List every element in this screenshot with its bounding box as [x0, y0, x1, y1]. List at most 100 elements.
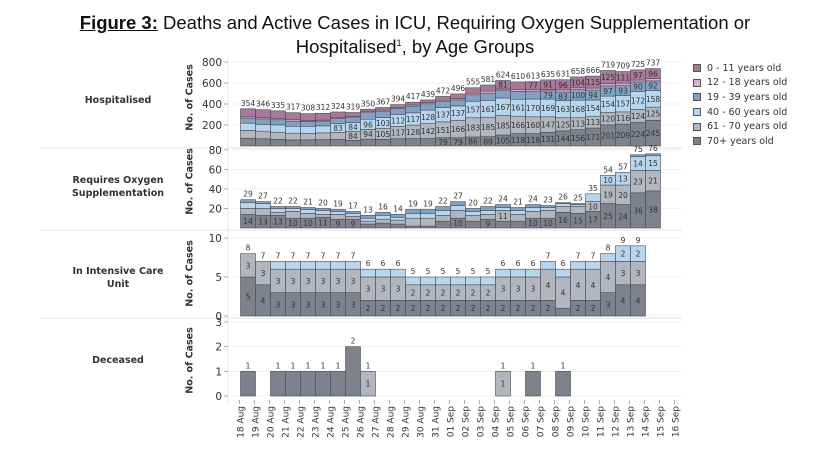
segment-label: 10 [528, 219, 538, 228]
bar-segment [465, 220, 481, 229]
bar-total-label: 6 [366, 259, 371, 268]
segment-label: 2 [426, 304, 431, 313]
bar-total-label: 7 [351, 251, 356, 260]
segment-label: 2 [591, 304, 596, 313]
bar-total-label: 5 [411, 267, 416, 276]
bar-total-label: 22 [483, 197, 493, 206]
x-tick-label: 13 Sep [627, 406, 637, 438]
segment-label: 2 [576, 304, 581, 313]
segment-label: 115 [586, 78, 601, 87]
segment-label: 161 [511, 104, 526, 113]
x-tick-label: 01 Sep [447, 406, 457, 438]
legend-item: 12 - 18 years old [693, 76, 787, 91]
segment-label: 2 [621, 250, 626, 259]
bar-segment [510, 207, 526, 211]
bar-segment [285, 208, 301, 212]
segment-label: 147 [541, 121, 556, 130]
bar-total-label: 725 [631, 60, 646, 69]
y-tick-label: 400 [202, 99, 222, 111]
segment-label: 96 [648, 70, 658, 79]
bar-segment [270, 208, 286, 213]
segment-label: 201 [601, 131, 616, 140]
bar-segment [345, 261, 361, 270]
bar-segment [480, 210, 496, 215]
segment-label: 77 [528, 82, 538, 91]
bar-total-label: 21 [303, 197, 313, 206]
segment-label: 3 [351, 277, 356, 286]
figure-title-rest: , by Age Groups [401, 36, 535, 58]
bar-segment [450, 201, 466, 206]
bar-segment [345, 346, 361, 397]
bar-segment [330, 214, 346, 220]
bar-segment [420, 217, 436, 227]
y-axis-label-oxygen: No. of Cases [184, 148, 196, 215]
bar-total-label: 1 [321, 361, 326, 370]
bar-total-label: 7 [576, 251, 581, 260]
bar-total-label: 737 [646, 59, 661, 68]
bar-segment [270, 131, 286, 140]
bar-total-label: 5 [486, 267, 491, 276]
x-tick-label: 08 Sep [552, 406, 562, 438]
bar-segment [240, 122, 256, 131]
x-tick-label: 14 Sep [642, 406, 652, 438]
segment-label: 1 [366, 380, 371, 389]
segment-label: 2 [456, 304, 461, 313]
y-tick-label: 800 [202, 57, 222, 69]
segment-label: 91 [543, 81, 553, 90]
bar-total-label: 8 [246, 244, 251, 253]
segment-label: 125 [556, 120, 571, 129]
bar-total-label: 13 [363, 205, 373, 214]
segment-label: 3 [321, 300, 326, 309]
bar-segment [285, 112, 301, 121]
bar-total-label: 417 [406, 92, 421, 101]
bar-segment [300, 139, 316, 147]
segment-label: 97 [603, 87, 613, 96]
bar-segment [375, 218, 391, 224]
bar-total-label: 20 [468, 198, 478, 207]
segment-label: 144 [556, 134, 571, 143]
bar-total-label: 19 [408, 199, 418, 208]
segment-label: 2 [456, 289, 461, 298]
bar-segment [540, 205, 556, 208]
bar-segment [240, 117, 256, 124]
legend-swatch [693, 108, 701, 117]
bar-segment [315, 120, 331, 127]
legend-label: 70+ years old [707, 135, 774, 147]
segment-label: 2 [516, 304, 521, 313]
x-tick-label: 16 Sep [672, 406, 682, 438]
bar-total-label: 6 [516, 259, 521, 268]
y-tick-label: 2 [215, 342, 222, 354]
row-label-oxygen: Requires Oxygen Supplementation [71, 175, 165, 199]
bar-segment [300, 125, 316, 134]
bar-total-label: 23 [543, 196, 553, 205]
bar-total-label: 1 [246, 361, 251, 370]
bar-segment [510, 220, 526, 229]
bar-total-label: 19 [423, 199, 433, 208]
bar-segment [525, 211, 541, 219]
bar-segment [300, 113, 316, 121]
segment-label: 154 [586, 104, 601, 113]
bar-segment [375, 222, 391, 229]
bar-segment [360, 268, 376, 278]
bar-segment [315, 208, 331, 211]
bar-segment [645, 153, 661, 157]
bar-segment [240, 202, 256, 209]
legend-label: 0 - 11 years old [707, 62, 782, 74]
x-tick-label: 20 Aug [267, 406, 277, 438]
bar-segment [255, 124, 271, 132]
bar-segment [360, 220, 376, 225]
bar-segment [465, 87, 481, 94]
bar-total-label: 76 [648, 144, 658, 153]
bar-segment [390, 216, 406, 221]
bar-segment [555, 89, 571, 93]
segment-label: 38 [648, 205, 658, 214]
x-tick-label: 03 Sep [477, 406, 487, 438]
segment-label: 128 [421, 113, 436, 122]
segment-label: 11 [318, 219, 328, 228]
segment-label: 137 [451, 109, 466, 118]
bar-segment [390, 104, 406, 108]
bar-segment [285, 125, 301, 134]
bar-segment [240, 371, 256, 397]
segment-label: 157 [466, 106, 481, 115]
bar-total-label: 6 [531, 259, 536, 268]
